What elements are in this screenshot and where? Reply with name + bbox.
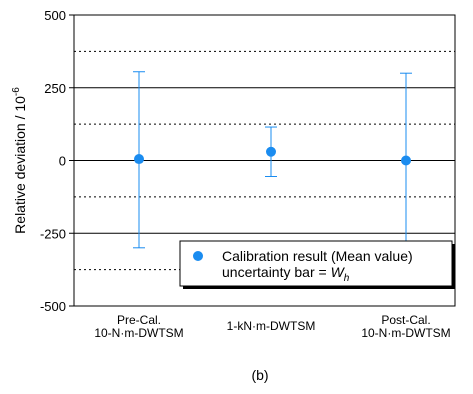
y-axis-ticks: -500 -250 0 250 500 xyxy=(40,8,74,314)
legend-uncertainty-prefix: uncertainty bar = xyxy=(222,264,331,280)
y-tick-label: 500 xyxy=(44,8,66,23)
major-gridlines xyxy=(74,87,455,234)
legend-uncertainty-symbol: W xyxy=(331,264,346,280)
x-category-label-line1: Post-Cal. xyxy=(381,313,430,327)
y-tick-label: 250 xyxy=(44,81,66,96)
legend-uncertainty-subscript: h xyxy=(344,273,350,284)
y-tick-label: 0 xyxy=(59,154,66,169)
x-category-label-line1: Pre-Cal. xyxy=(117,313,161,327)
y-axis-label: Relative deviation / 10-6 xyxy=(11,87,28,234)
legend-box xyxy=(179,240,453,287)
x-category-label-line2: 10-N·m-DWTSM xyxy=(361,326,450,340)
data-point xyxy=(266,146,276,157)
legend: Calibration result (Mean value) uncertai… xyxy=(179,240,455,289)
data-point xyxy=(134,154,144,165)
y-tick-label: -250 xyxy=(40,226,66,241)
y-axis-label-main: Relative deviation / 10 xyxy=(12,96,28,234)
x-category-label: 1-kN·m-DWTSM xyxy=(227,319,316,333)
data-point xyxy=(401,155,411,166)
x-axis-categories: Pre-Cal.10-N·m-DWTSM 1-kN·m-DWTSM Post-Cal… xyxy=(94,313,450,340)
y-tick-label: -500 xyxy=(40,299,66,314)
x-category-label-line2: 10-N·m-DWTSM xyxy=(94,326,183,340)
legend-entry-text: Calibration result (Mean value) xyxy=(222,248,413,264)
legend-marker xyxy=(193,251,203,261)
figure-caption: (b) xyxy=(251,367,268,383)
legend-uncertainty-text: uncertainty bar = Wh xyxy=(222,264,350,284)
y-axis-label-superscript: -6 xyxy=(11,87,22,96)
